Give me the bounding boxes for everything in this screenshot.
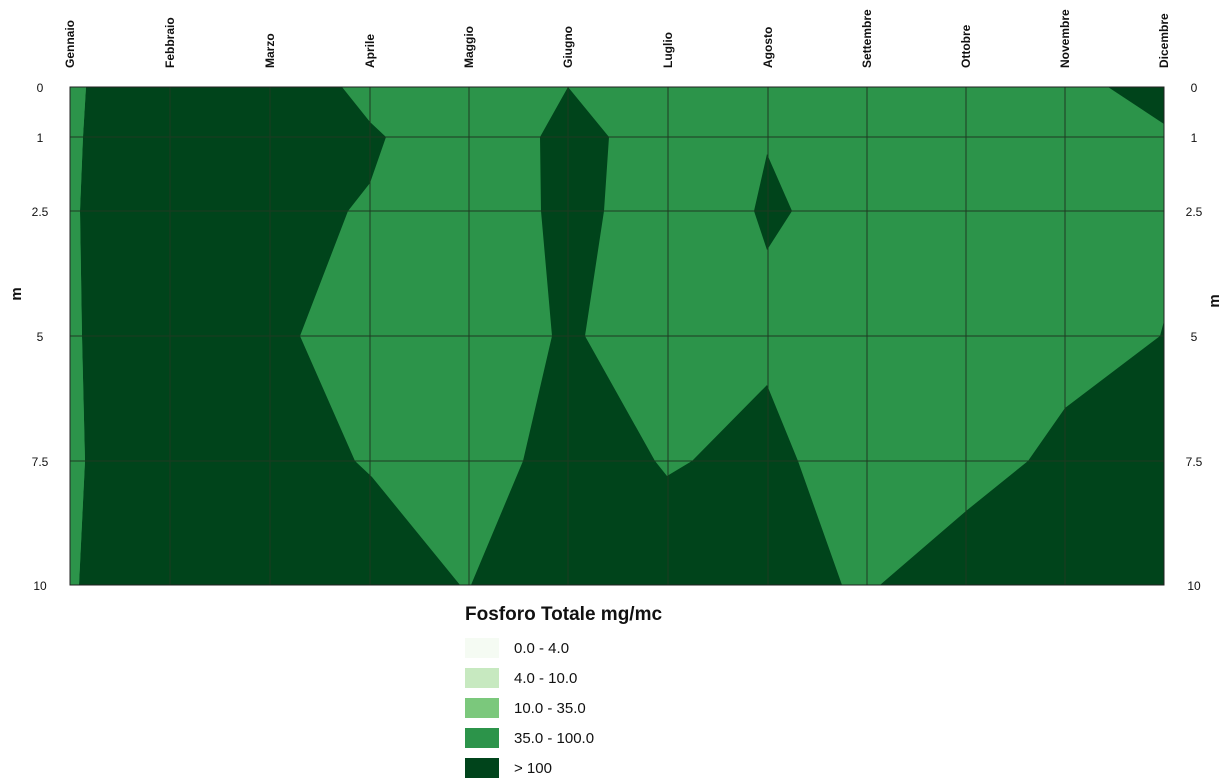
legend-label-2: 10.0 - 35.0 [514, 700, 586, 717]
depth-tick-right-5: 10 [1187, 579, 1201, 593]
depth-tick-right-2: 2.5 [1186, 205, 1203, 219]
depth-tick-left-1: 1 [37, 131, 44, 145]
month-label-dicembre: Dicembre [1157, 13, 1171, 68]
region-autumn-bottom-high [880, 321, 1164, 585]
right-depth-tick-labels: 0 1 2.5 5 7.5 10 [1186, 81, 1203, 593]
depth-tick-right-3: 5 [1191, 330, 1198, 344]
month-label-maggio: Maggio [462, 26, 476, 68]
depth-tick-left-2: 2.5 [32, 205, 49, 219]
grid-lines [70, 87, 1164, 585]
month-label-novembre: Novembre [1058, 9, 1072, 68]
month-label-marzo: Marzo [263, 33, 277, 68]
depth-tick-left-4: 7.5 [32, 455, 49, 469]
depth-tick-left-0: 0 [37, 81, 44, 95]
left-depth-tick-labels: 0 1 2.5 5 7.5 10 [32, 81, 49, 593]
legend-swatch-3 [465, 728, 499, 748]
legend-label-1: 4.0 - 10.0 [514, 670, 577, 687]
depth-tick-left-5: 10 [33, 579, 47, 593]
month-label-febbraio: Febbraio [163, 17, 177, 68]
legend-swatch-4 [465, 758, 499, 778]
legend-swatch-0 [465, 638, 499, 658]
month-labels: Gennaio Febbraio Marzo Aprile Maggio Giugno Lu… [63, 9, 1171, 68]
month-label-gennaio: Gennaio [63, 20, 77, 68]
month-label-aprile: Aprile [363, 34, 377, 68]
month-label-giugno: Giugno [561, 26, 575, 68]
region-dicembre-surface-high [1108, 87, 1164, 124]
legend-label-0: 0.0 - 4.0 [514, 640, 569, 657]
month-label-ottobre: Ottobre [959, 24, 973, 68]
plot-border [69, 86, 1165, 586]
y-axis-title-right: m [1206, 294, 1221, 307]
month-label-settembre: Settembre [860, 9, 874, 68]
region-agosto-high [754, 154, 792, 250]
depth-tick-right-4: 7.5 [1186, 455, 1203, 469]
y-axis-title-left: m [8, 287, 25, 300]
legend-swatch-1 [465, 668, 499, 688]
month-label-luglio: Luglio [661, 32, 675, 68]
month-label-agosto: Agosto [761, 27, 775, 68]
legend-label-3: 35.0 - 100.0 [514, 730, 594, 747]
depth-tick-right-1: 1 [1191, 131, 1198, 145]
depth-tick-right-0: 0 [1191, 81, 1198, 95]
legend: 0.0 - 4.0 4.0 - 10.0 10.0 - 35.0 35.0 - 100… [465, 638, 594, 778]
depth-tick-left-3: 5 [37, 330, 44, 344]
legend-title: Fosforo Totale mg/mc [465, 604, 662, 625]
legend-swatch-2 [465, 698, 499, 718]
legend-label-4: > 100 [514, 760, 552, 777]
